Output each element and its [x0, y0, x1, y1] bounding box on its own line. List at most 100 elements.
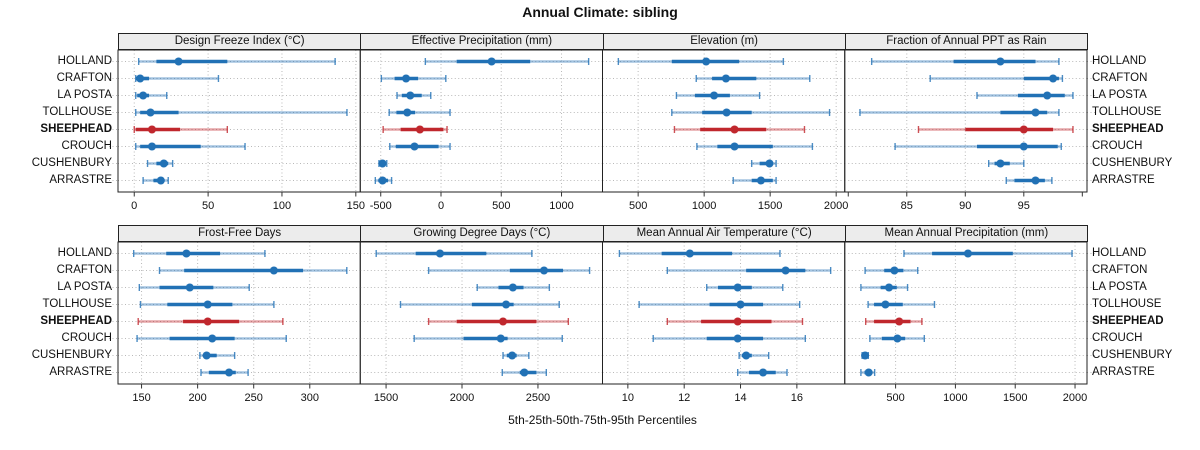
panel-header: Mean Annual Precipitation (mm): [844, 225, 1088, 242]
x-tick-label: 100: [273, 200, 291, 212]
median-dot: [202, 351, 211, 360]
site-label-right: TOLLHOUSE: [1092, 298, 1162, 310]
site-label-left: CUSHENBURY: [31, 349, 112, 361]
x-tick-label: 500: [629, 200, 647, 212]
median-dot: [730, 142, 739, 151]
x-tick-label: 1000: [549, 200, 573, 212]
median-dot: [540, 266, 549, 275]
median-dot: [1043, 91, 1052, 100]
median-dot: [733, 334, 742, 343]
panel-border: [844, 49, 1088, 193]
site-label-right: HOLLAND: [1092, 55, 1147, 67]
median-dot: [890, 266, 899, 275]
median-dot: [733, 317, 742, 326]
panel-border: [602, 49, 846, 193]
x-tick-label: 250: [245, 392, 263, 404]
median-dot: [864, 368, 873, 377]
median-dot: [861, 351, 870, 360]
median-dot: [403, 108, 412, 117]
panel-header: Fraction of Annual PPT as Rain: [844, 33, 1088, 50]
x-tick-label: 500: [886, 392, 904, 404]
median-dot: [685, 249, 694, 258]
median-dot: [722, 108, 731, 117]
median-dot: [881, 300, 890, 309]
median-dot: [156, 176, 165, 185]
panel-border: [117, 241, 361, 385]
x-tick-label: 10: [622, 392, 634, 404]
x-tick-label: 150: [132, 392, 150, 404]
x-tick-label: 14: [734, 392, 746, 404]
median-dot: [146, 108, 155, 117]
site-label-right: LA POSTA: [1092, 281, 1147, 293]
x-tick-label: 90: [959, 200, 971, 212]
site-label-right: TOLLHOUSE: [1092, 106, 1162, 118]
median-dot: [487, 57, 496, 66]
median-dot: [710, 91, 719, 100]
median-dot: [1031, 176, 1040, 185]
x-tick-label: 2000: [824, 200, 848, 212]
x-tick-label: 85: [901, 200, 913, 212]
x-tick-label: 1500: [374, 392, 398, 404]
x-tick-label: 0: [438, 200, 444, 212]
median-dot: [1049, 74, 1058, 83]
x-tick-label: 300: [301, 392, 319, 404]
median-dot: [496, 334, 505, 343]
site-label-left: CROUCH: [61, 140, 112, 152]
site-label-left: CRAFTON: [56, 72, 112, 84]
site-label-left: CRAFTON: [56, 264, 112, 276]
median-dot: [182, 249, 191, 258]
median-dot: [502, 300, 511, 309]
site-label-left: TOLLHOUSE: [42, 298, 112, 310]
panel-border: [844, 241, 1088, 385]
panel-header: Effective Precipitation (mm): [360, 33, 604, 50]
site-label-right: ARRASTRE: [1092, 174, 1155, 186]
x-tick-label: 2500: [526, 392, 550, 404]
panel-header: Design Freeze Index (°C): [118, 33, 362, 50]
panel-border: [117, 49, 361, 193]
median-dot: [208, 334, 217, 343]
x-tick-label: 1500: [1003, 392, 1027, 404]
median-dot: [702, 57, 711, 66]
x-tick-label: 0: [131, 200, 137, 212]
median-dot: [378, 176, 387, 185]
site-label-left: HOLLAND: [57, 247, 112, 259]
median-dot: [733, 283, 742, 292]
median-dot: [508, 283, 517, 292]
site-label-right: CROUCH: [1092, 140, 1143, 152]
x-tick-label: 1500: [758, 200, 782, 212]
site-label-left: CUSHENBURY: [31, 157, 112, 169]
site-label-right: CUSHENBURY: [1092, 157, 1173, 169]
page-title: Annual Climate: sibling: [522, 4, 678, 20]
median-dot: [885, 283, 894, 292]
median-dot: [765, 159, 774, 168]
x-tick-label: -500: [370, 200, 392, 212]
median-dot: [1019, 142, 1028, 151]
median-dot: [378, 159, 387, 168]
site-label-left: LA POSTA: [57, 89, 112, 101]
x-tick-label: 1000: [943, 392, 967, 404]
median-dot: [1031, 108, 1040, 117]
median-dot: [406, 91, 415, 100]
panel-header: Growing Degree Days (°C): [360, 225, 604, 242]
site-label-left: LA POSTA: [57, 281, 112, 293]
median-dot: [499, 317, 508, 326]
median-dot: [895, 317, 904, 326]
x-tick-label: 1000: [692, 200, 716, 212]
panel-border: [602, 241, 846, 385]
x-tick-label: 500: [492, 200, 510, 212]
x-tick-label: 2000: [450, 392, 474, 404]
median-dot: [730, 125, 739, 134]
median-dot: [1019, 125, 1028, 134]
median-dot: [781, 266, 790, 275]
site-label-left: HOLLAND: [57, 55, 112, 67]
site-label-right: HOLLAND: [1092, 247, 1147, 259]
median-dot: [520, 368, 529, 377]
median-dot: [185, 283, 194, 292]
median-dot: [742, 351, 751, 360]
panel-header: Mean Annual Air Temperature (°C): [602, 225, 846, 242]
x-tick-label: 200: [188, 392, 206, 404]
site-label-right: ARRASTRE: [1092, 366, 1155, 378]
x-tick-label: 50: [202, 200, 214, 212]
